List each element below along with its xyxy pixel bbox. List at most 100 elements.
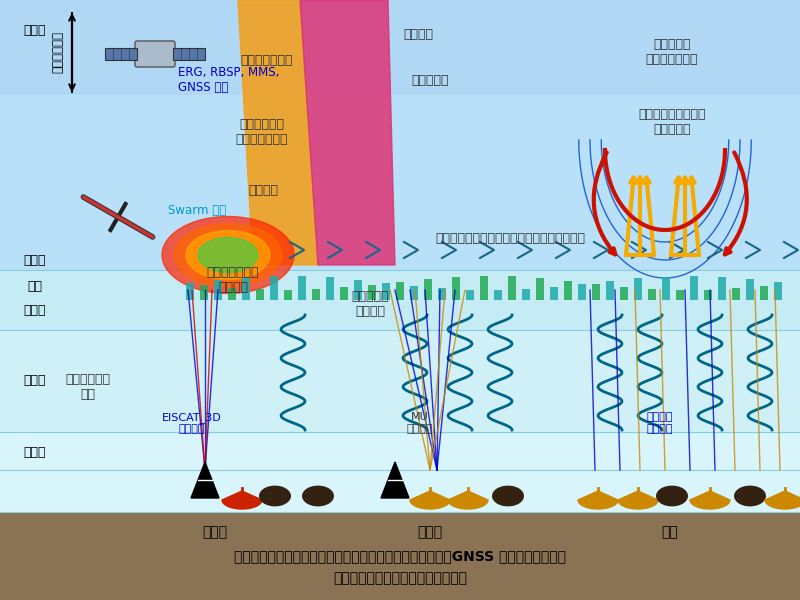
Text: ERG, RBSP, MMS,
GNSS 衛星: ERG, RBSP, MMS, GNSS 衛星 [178,66,279,94]
Bar [242,277,250,300]
Bar [256,289,264,300]
Text: 対流圏: 対流圏 [24,445,46,458]
Bar [105,48,137,60]
Bar [522,289,530,300]
Polygon shape [690,491,730,509]
Bar [620,287,628,300]
Bar [438,288,446,300]
Text: 中緯度: 中緯度 [418,525,442,539]
Bar [0,432,800,470]
Bar [424,279,432,300]
Text: MU
レーダー: MU レーダー [406,412,434,434]
Bar [494,290,502,300]
Text: 高緯度: 高緯度 [202,525,227,539]
Bar [774,281,782,300]
Bar [760,286,768,300]
Text: 放射線帯: 放射線帯 [403,28,433,41]
Polygon shape [618,491,658,509]
Bar [214,280,222,300]
Text: 熱圏: 熱圏 [27,280,42,293]
Bar [200,285,208,300]
Text: 赤道大気
レーダー: 赤道大気 レーダー [646,412,674,434]
Bar [536,278,544,300]
Bar [0,95,800,270]
Ellipse shape [734,485,766,506]
Bar [326,277,334,300]
Bar [662,277,670,300]
Bar [606,281,614,300]
Polygon shape [448,491,488,509]
Polygon shape [174,224,282,286]
Text: 赤道プラズマバブル
の発生予測: 赤道プラズマバブル の発生予測 [638,108,706,136]
Bar [452,277,460,300]
Text: 赤道: 赤道 [662,525,678,539]
Bar [746,279,754,300]
Bar [718,277,726,300]
Polygon shape [222,491,262,509]
Polygon shape [578,491,618,509]
Bar [704,290,712,300]
Text: 電流・電場・プラズマ・中性大気変動の伝搬: 電流・電場・プラズマ・中性大気変動の伝搬 [435,232,585,245]
Text: EISCAT_3D
レーダー: EISCAT_3D レーダー [162,412,222,434]
Bar [0,330,800,432]
Bar [0,270,800,330]
FancyBboxPatch shape [135,41,175,67]
Text: ジオスペース: ジオスペース [51,31,65,73]
Text: プラズマシート: プラズマシート [241,53,294,67]
Bar [480,276,488,300]
Polygon shape [162,217,294,293]
Bar [173,48,205,60]
Text: 総合的な国際地上ネットワーク観測: 総合的な国際地上ネットワーク観測 [333,571,467,585]
Text: 成層圏: 成層圏 [24,373,46,386]
Bar [0,512,800,600]
Bar [690,276,698,300]
Polygon shape [765,491,800,509]
Text: 南北半球の
電気的結合過程: 南北半球の 電気的結合過程 [646,38,698,66]
Bar [410,286,418,300]
Bar [382,283,390,300]
Bar [648,289,656,300]
Bar [340,287,348,300]
Text: 気候変動との
関連: 気候変動との 関連 [66,373,110,401]
Ellipse shape [259,485,291,506]
Bar [354,280,362,300]
Bar [508,277,516,300]
Text: 中間圏: 中間圏 [24,304,46,317]
Text: プラズマ圏: プラズマ圏 [411,73,449,86]
Bar [676,290,684,300]
Polygon shape [300,0,395,265]
Polygon shape [410,491,450,509]
Bar [564,281,572,300]
Polygon shape [191,462,219,498]
Text: 電離圏: 電離圏 [24,253,46,266]
Bar [592,284,600,300]
Bar [0,470,800,512]
Text: 磁気圏からの
エネルギー流入: 磁気圏からの エネルギー流入 [236,118,288,146]
Ellipse shape [656,485,688,506]
Bar [0,0,800,95]
Bar [732,289,740,300]
Polygon shape [238,0,318,265]
Bar [228,287,236,300]
Bar [298,276,306,300]
Ellipse shape [492,485,524,506]
Bar [368,285,376,300]
Text: 磁気圏: 磁気圏 [24,23,46,37]
Polygon shape [381,462,409,498]
Bar [634,278,642,300]
Bar [578,284,586,300]
Bar [284,290,292,300]
Text: 大気流出: 大気流出 [248,184,278,196]
Ellipse shape [302,485,334,506]
Polygon shape [198,238,258,272]
Text: 高緯度カメラ、分光計、レーダー、磁力計、電波受信機、GNSS 受信機、等による: 高緯度カメラ、分光計、レーダー、磁力計、電波受信機、GNSS 受信機、等による [234,549,566,563]
Bar [270,276,278,300]
Bar [312,289,320,300]
Text: オーロラに伴う
大気変動: オーロラに伴う 大気変動 [206,266,259,294]
Text: Swarm 衛星: Swarm 衛星 [168,203,226,217]
Bar [396,282,404,300]
Bar [466,290,474,300]
Bar [186,283,194,300]
Polygon shape [186,230,270,280]
Bar [550,287,558,300]
